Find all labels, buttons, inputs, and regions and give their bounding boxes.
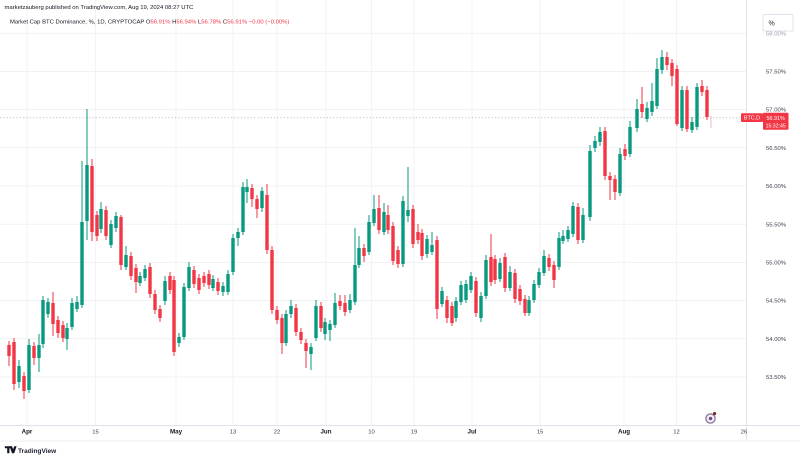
svg-text:Market Cap BTC Dominance, %, 1: Market Cap BTC Dominance, %, 1D, CRYPTOC… [10,20,289,26]
svg-text:56.50%: 56.50% [766,146,787,152]
svg-text:57.50%: 57.50% [766,70,787,76]
svg-text:19: 19 [411,430,418,436]
svg-text:Aug: Aug [618,429,630,436]
svg-text:Apr: Apr [22,429,33,436]
svg-text:22: 22 [274,430,281,436]
svg-text:55.00%: 55.00% [766,261,787,267]
svg-text:marketzauberg published on Tra: marketzauberg published on TradingView.c… [5,5,195,11]
svg-text:54.50%: 54.50% [766,299,787,305]
svg-text:TradingView: TradingView [18,448,57,455]
svg-text:Jul: Jul [468,429,477,436]
svg-text:BTC.D: BTC.D [744,116,760,122]
svg-text:58.00%: 58.00% [766,31,787,37]
svg-text:15:32:45: 15:32:45 [766,123,786,129]
svg-text:57.00%: 57.00% [766,108,787,114]
svg-text:Jun: Jun [320,429,331,436]
svg-text:15: 15 [537,430,544,436]
svg-text:%: % [769,21,775,28]
svg-text:55.50%: 55.50% [766,222,787,228]
svg-text:May: May [170,429,183,436]
svg-text:12: 12 [673,430,680,436]
svg-text:56.91%: 56.91% [767,116,785,122]
svg-text:13: 13 [230,430,237,436]
svg-text:26: 26 [741,430,748,436]
svg-text:15: 15 [92,430,99,436]
svg-text:53.50%: 53.50% [766,375,787,381]
svg-text:10: 10 [368,430,375,436]
svg-text:56.00%: 56.00% [766,184,787,190]
svg-text:54.00%: 54.00% [766,337,787,343]
